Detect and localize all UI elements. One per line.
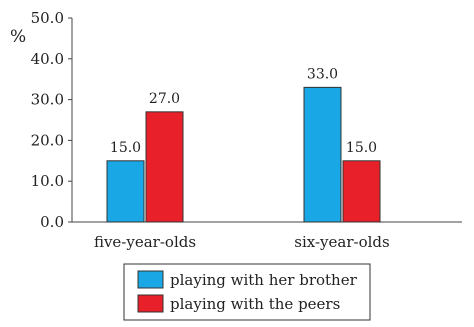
y-ticks: 0.0 10.0 20.0 30.0 40.0 50.0: [31, 9, 72, 231]
y-tick-label: 50.0: [31, 9, 64, 27]
data-label: 15.0: [110, 140, 141, 156]
y-tick-label: 40.0: [31, 50, 64, 68]
legend-label-brother: playing with her brother: [170, 271, 358, 289]
y-tick-label: 20.0: [31, 131, 64, 149]
data-labels: 15.0 27.0 33.0 15.0: [110, 66, 377, 155]
legend: playing with her brother playing with th…: [123, 263, 371, 321]
legend-label-peers: playing with the peers: [170, 295, 340, 313]
data-label: 27.0: [149, 91, 180, 107]
bar-0-0: [106, 160, 145, 223]
category-labels: five-year-olds six-year-olds: [94, 233, 390, 251]
y-tick-label: 30.0: [31, 91, 64, 109]
bar-1-1: [342, 160, 381, 223]
y-axis-unit-label: %: [10, 27, 26, 47]
y-tick-label: 10.0: [31, 172, 64, 190]
data-label: 33.0: [307, 66, 338, 82]
legend-swatch-peers: [137, 294, 164, 313]
legend-box: [123, 263, 371, 321]
category-label: five-year-olds: [94, 233, 196, 251]
bar-1-0: [303, 86, 342, 223]
y-tick-label: 0.0: [40, 213, 64, 231]
category-label: six-year-olds: [294, 233, 389, 251]
legend-swatch-brother: [137, 270, 164, 289]
bars: [106, 86, 381, 223]
data-label: 15.0: [346, 140, 377, 156]
bar-0-1: [145, 111, 184, 223]
